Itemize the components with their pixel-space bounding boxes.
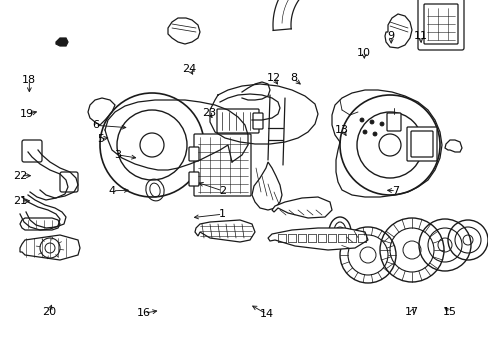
Text: 23: 23	[202, 108, 216, 118]
FancyBboxPatch shape	[189, 147, 199, 161]
Polygon shape	[267, 228, 367, 250]
FancyBboxPatch shape	[423, 4, 457, 44]
Text: 10: 10	[357, 48, 370, 58]
Polygon shape	[251, 162, 282, 210]
FancyBboxPatch shape	[406, 127, 436, 161]
Text: 17: 17	[404, 307, 418, 318]
Text: 4: 4	[109, 186, 116, 196]
FancyBboxPatch shape	[189, 172, 199, 186]
FancyBboxPatch shape	[410, 131, 432, 157]
Circle shape	[372, 132, 376, 136]
Polygon shape	[195, 220, 254, 242]
Text: 6: 6	[92, 120, 99, 130]
FancyBboxPatch shape	[22, 140, 42, 162]
Text: 14: 14	[259, 309, 273, 319]
Circle shape	[40, 238, 60, 258]
Circle shape	[369, 120, 373, 124]
Polygon shape	[168, 18, 200, 44]
FancyBboxPatch shape	[60, 172, 78, 192]
Text: 7: 7	[392, 186, 399, 196]
Polygon shape	[384, 14, 411, 48]
Text: 13: 13	[335, 125, 348, 135]
Text: 22: 22	[13, 171, 28, 181]
Text: 11: 11	[413, 31, 427, 41]
Text: 20: 20	[42, 307, 56, 318]
FancyBboxPatch shape	[217, 109, 259, 133]
Polygon shape	[20, 218, 60, 230]
Text: 24: 24	[182, 64, 197, 74]
FancyBboxPatch shape	[386, 113, 400, 131]
Text: 19: 19	[20, 109, 34, 120]
Polygon shape	[20, 235, 80, 260]
Text: 21: 21	[14, 196, 27, 206]
Text: 9: 9	[387, 31, 394, 41]
Text: 12: 12	[266, 73, 280, 84]
FancyBboxPatch shape	[194, 134, 250, 196]
Polygon shape	[444, 140, 461, 152]
Circle shape	[379, 122, 383, 126]
Text: 5: 5	[97, 134, 103, 144]
Text: 18: 18	[22, 75, 36, 85]
Text: 1: 1	[219, 209, 225, 219]
Polygon shape	[56, 38, 68, 46]
Polygon shape	[271, 197, 331, 218]
Circle shape	[362, 130, 366, 134]
Text: 15: 15	[442, 307, 456, 318]
Text: 3: 3	[114, 150, 121, 160]
Text: 8: 8	[289, 73, 296, 84]
FancyBboxPatch shape	[417, 0, 463, 50]
Text: 2: 2	[219, 186, 225, 196]
FancyBboxPatch shape	[252, 113, 263, 129]
Text: 16: 16	[137, 308, 151, 318]
Circle shape	[359, 118, 363, 122]
